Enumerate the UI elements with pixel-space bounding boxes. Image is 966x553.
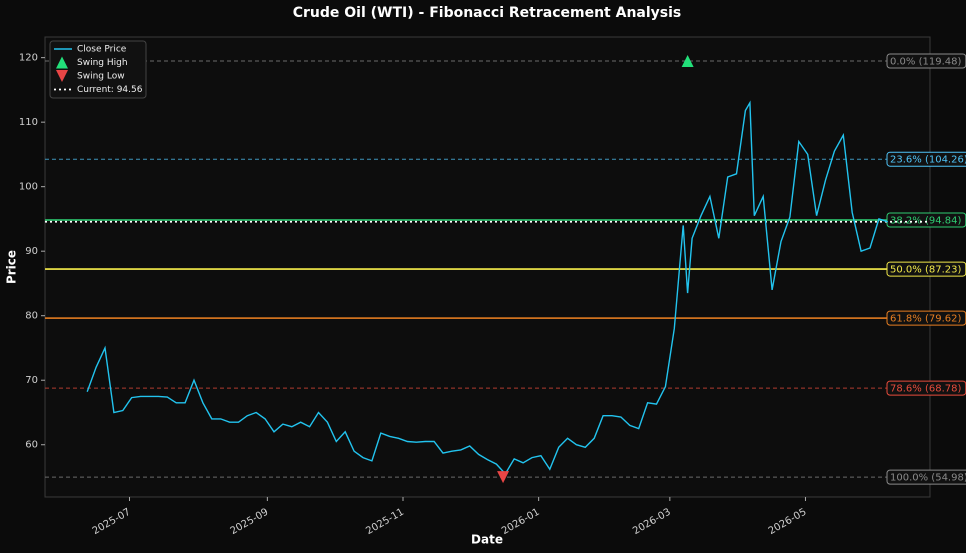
fib-label-box: [886, 151, 966, 167]
fib-label-box: [886, 469, 966, 485]
legend-label: Swing High: [77, 58, 128, 68]
x-axis-label: Date: [471, 533, 503, 547]
chart-title: Crude Oil (WTI) - Fibonacci Retracement …: [293, 5, 682, 21]
y-tick-label: 110: [19, 117, 38, 128]
swing-low-marker: [497, 471, 510, 484]
fib-label: 23.6% (104.26): [890, 155, 966, 166]
y-tick-label: 70: [25, 375, 38, 386]
legend-label: Close Price: [77, 45, 127, 55]
legend-swatch: [56, 70, 68, 82]
fib-label: 78.6% (68.78): [890, 384, 961, 395]
fib-label: 0.0% (119.48): [890, 57, 961, 68]
legend-swatch: [56, 56, 68, 69]
fib-label: 100.0% (54.98): [890, 473, 966, 484]
y-tick-label: 80: [25, 311, 38, 322]
fib-label: 61.8% (79.62): [890, 314, 961, 325]
y-tick-label: 60: [25, 440, 38, 451]
y-tick-label: 120: [19, 53, 38, 64]
swing-high-marker: [681, 55, 694, 67]
legend-label: Swing Low: [77, 72, 125, 82]
price-line: [86, 100, 889, 475]
plot-area: [44, 36, 931, 498]
y-tick-label: 90: [25, 246, 38, 257]
legend-box: [49, 40, 147, 99]
y-tick-label: 100: [19, 182, 38, 193]
fib-label: 50.0% (87.23): [890, 265, 961, 276]
legend-label: Current: 94.56: [77, 85, 143, 95]
y-axis-label: Price: [5, 250, 19, 284]
